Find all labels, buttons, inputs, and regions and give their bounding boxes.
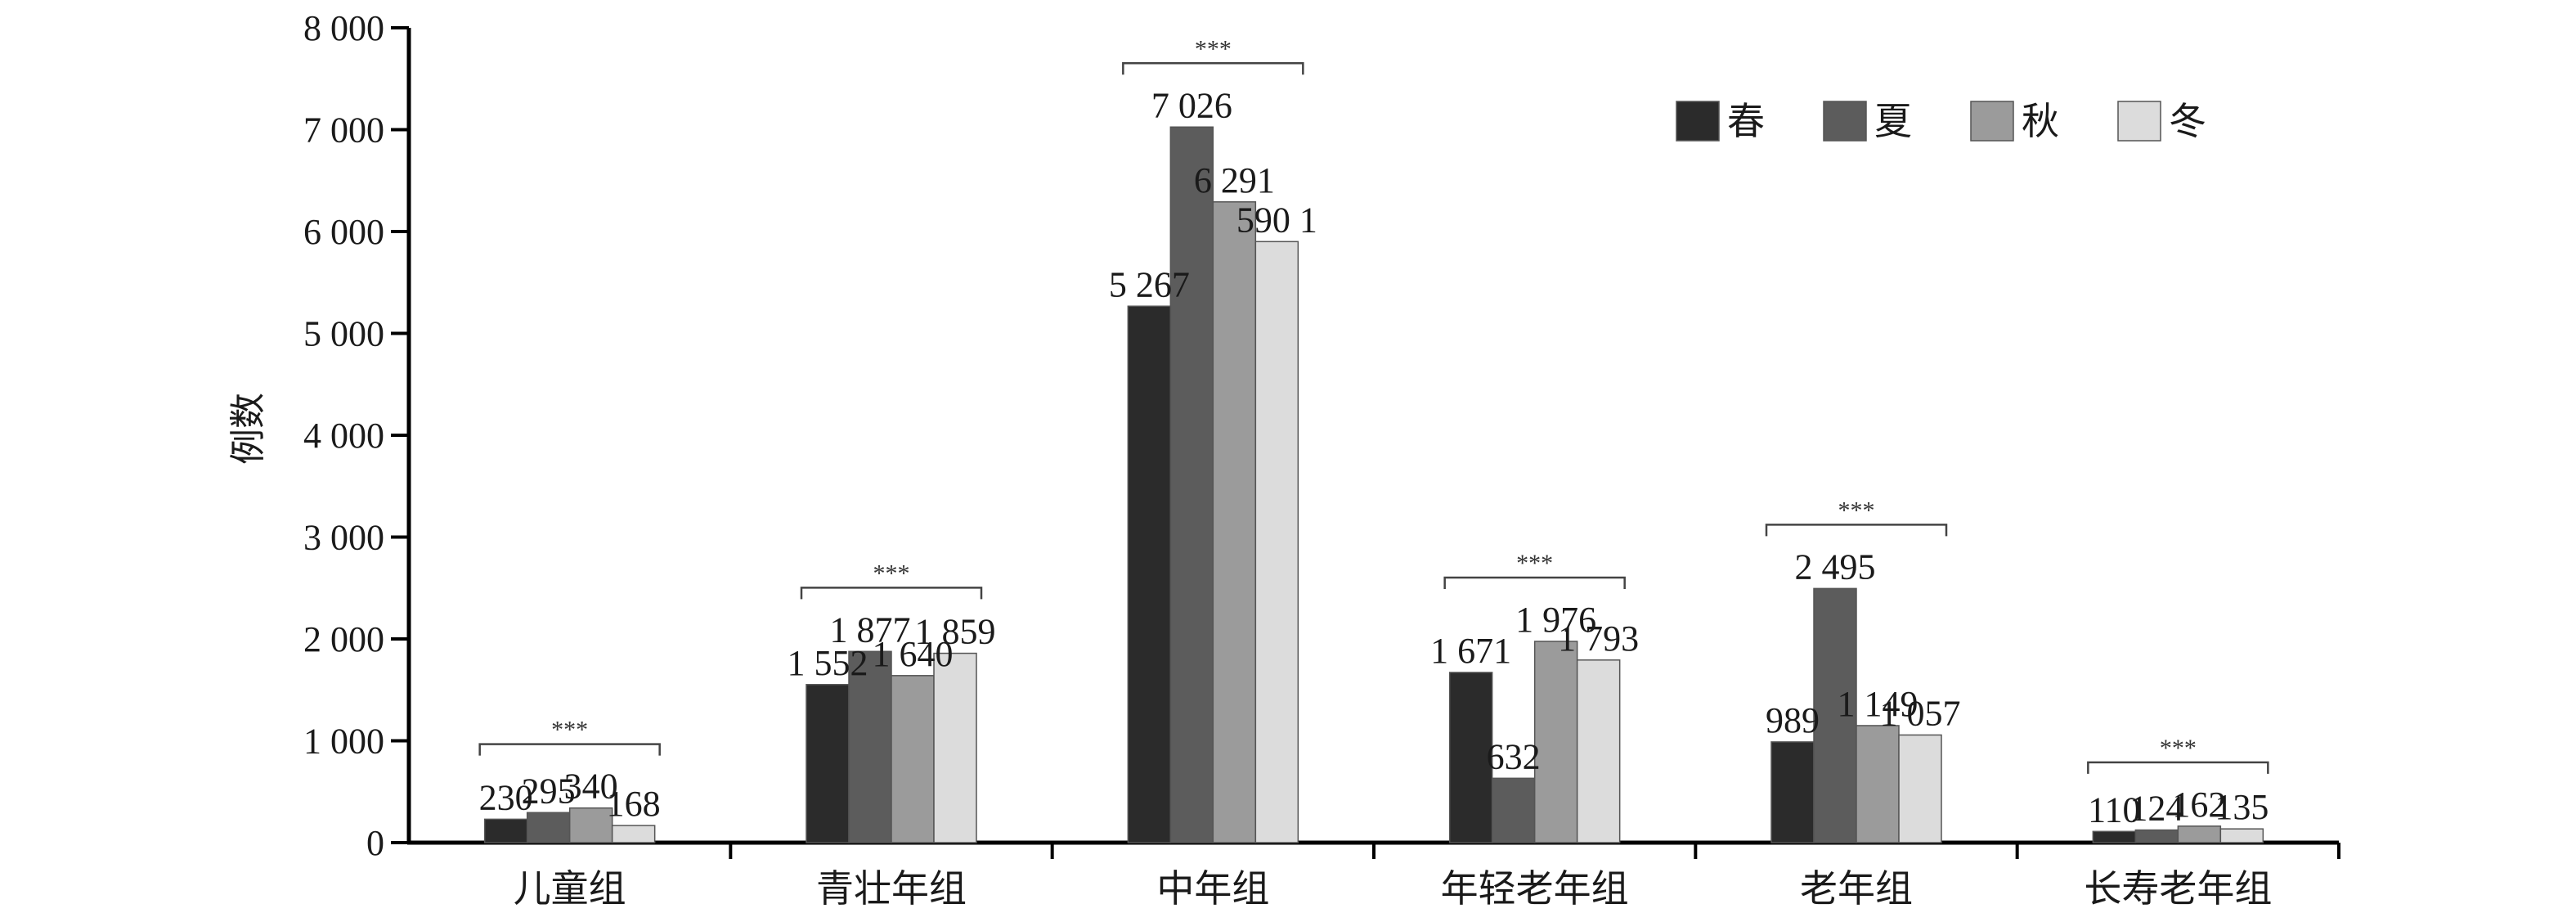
significance-mark: ***	[551, 717, 588, 744]
bar	[1212, 201, 1257, 843]
x-tick-label: 青壮年组	[816, 866, 967, 911]
data-label: 6 291	[1194, 160, 1275, 200]
legend-label: 秋	[2022, 99, 2059, 143]
bar	[806, 684, 850, 843]
data-label: 1 552	[788, 643, 868, 683]
x-tick-label: 中年组	[1156, 866, 1269, 911]
x-tick-label: 老年组	[1800, 866, 1913, 911]
y-tick-label: 8 000	[303, 8, 384, 48]
bar	[1448, 672, 1493, 843]
bar	[2177, 825, 2222, 843]
data-label: 1 640	[873, 634, 954, 674]
significance-mark: ***	[873, 560, 910, 587]
y-tick-label: 5 000	[303, 314, 384, 354]
data-label: 632	[1487, 736, 1541, 776]
data-label: 989	[1766, 700, 1820, 740]
bar	[1576, 659, 1621, 843]
significance-group: *** *** *** *** *** ***	[478, 35, 2269, 774]
significance-bracket	[478, 743, 661, 756]
significance-mark: ***	[1516, 550, 1553, 577]
legend-swatch	[2117, 101, 2161, 142]
data-label: 1 976	[1515, 600, 1596, 640]
bar	[2134, 829, 2179, 843]
data-label: 5 267	[1109, 264, 1190, 304]
bar	[1856, 725, 1900, 843]
bar	[933, 652, 977, 843]
y-tick-label: 0	[366, 823, 384, 863]
data-label: 1 877	[830, 609, 911, 650]
bar	[1898, 734, 1942, 843]
y-tick-label: 3 000	[303, 518, 384, 558]
bar	[1770, 741, 1815, 843]
data-label: 135	[2215, 787, 2269, 827]
bar	[483, 818, 528, 843]
bar	[1491, 777, 1536, 843]
significance-bracket	[1122, 62, 1304, 75]
bar	[1533, 641, 1578, 843]
y-axis-label: 例数	[227, 393, 269, 465]
significance-bracket	[1443, 576, 1626, 589]
data-label: 1 057	[1880, 693, 1961, 733]
data-label: 168	[607, 784, 661, 824]
bar	[2219, 828, 2264, 843]
y-tick-label: 7 000	[303, 110, 384, 151]
significance-bracket	[2087, 761, 2269, 774]
data-label: 1 149	[1838, 684, 1919, 724]
y-tick-label: 4 000	[303, 416, 384, 456]
data-label: 340	[564, 767, 618, 807]
x-tick-label: 长寿老年组	[2084, 866, 2272, 911]
bar	[891, 675, 935, 843]
legend-swatch	[1823, 101, 1867, 142]
data-label: 162	[2172, 785, 2226, 825]
bar	[848, 650, 892, 843]
data-label: 124	[2129, 789, 2183, 829]
y-tick-label: 6 000	[303, 212, 384, 252]
legend-swatch	[1970, 101, 2014, 142]
significance-bracket	[1765, 524, 1948, 537]
significance-mark: ***	[2160, 735, 2197, 762]
data-label: 7 026	[1151, 85, 1232, 125]
data-label: 1 793	[1558, 618, 1639, 659]
axes-group: 0 1 000 2 000 3 000 4 000 5 000 6 000 7 000 8 00…	[303, 8, 2340, 911]
bar	[611, 825, 656, 843]
bar	[2092, 830, 2137, 843]
legend-label: 春	[1727, 99, 1765, 143]
legend: 春夏秋冬	[1676, 99, 2206, 143]
significance-mark: ***	[1838, 497, 1875, 524]
data-label: 295	[522, 771, 576, 811]
significance-bracket	[800, 587, 983, 600]
data-label: 2 495	[1795, 546, 1876, 587]
x-tick-label: 儿童组	[514, 866, 626, 911]
y-tick-label: 2 000	[303, 619, 384, 659]
data-label: 590 1	[1236, 200, 1317, 240]
data-label: 110	[2088, 789, 2140, 830]
bar	[1254, 241, 1299, 843]
y-tick-label: 1 000	[303, 722, 384, 762]
bars-group	[483, 126, 2264, 843]
data-label: 230	[479, 777, 533, 817]
legend-label: 夏	[1874, 99, 1912, 143]
bar	[1169, 126, 1214, 843]
data-label: 1 859	[915, 612, 996, 652]
significance-mark: ***	[1195, 35, 1232, 62]
bar	[1813, 587, 1857, 843]
bar	[526, 812, 571, 843]
legend-label: 冬	[2169, 99, 2206, 143]
bar	[1127, 305, 1172, 843]
data-label: 1 671	[1430, 631, 1511, 671]
legend-swatch	[1676, 101, 1720, 142]
x-tick-label: 年轻老年组	[1441, 866, 1629, 911]
